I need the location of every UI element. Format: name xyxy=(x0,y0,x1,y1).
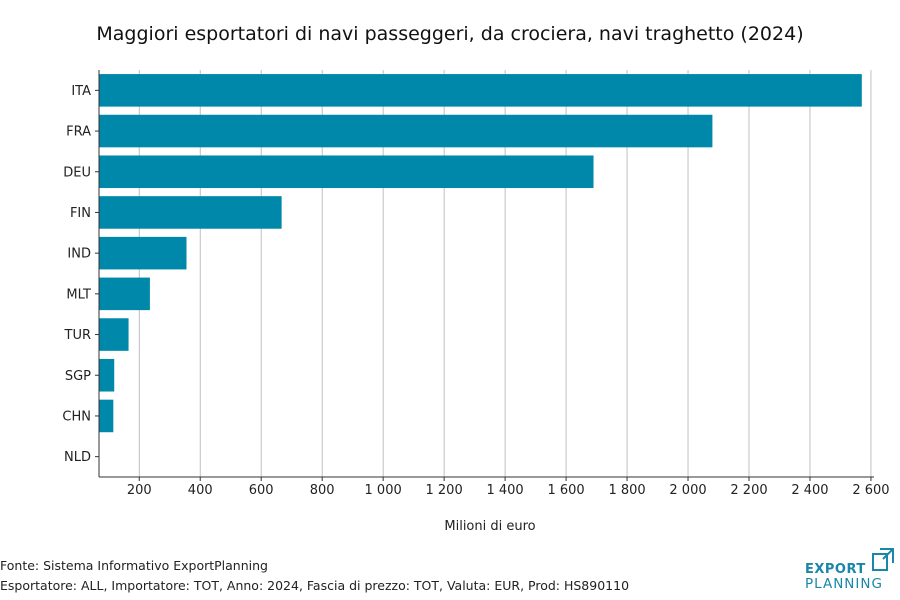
y-tick-label: DEU xyxy=(63,165,91,180)
logo-mark-icon xyxy=(872,548,894,571)
bar-fin xyxy=(99,196,282,229)
x-tick-label: 400 xyxy=(188,483,213,498)
parameters-note: Esportatore: ALL, Importatore: TOT, Anno… xyxy=(0,578,630,593)
x-tick-label: 1 400 xyxy=(486,483,523,498)
x-axis-title: Milioni di euro xyxy=(444,519,535,534)
axes: 200 400 600 800 1 000 1 200 1 400 1 600 1 800 2 0… xyxy=(62,70,890,498)
x-tick-label: 600 xyxy=(249,483,274,498)
bar-deu xyxy=(99,155,594,189)
y-tick-label: TUR xyxy=(64,328,92,343)
logo-text-planning: PLANNING xyxy=(805,576,883,592)
x-tick-label: 200 xyxy=(127,483,152,498)
bar-chn xyxy=(99,399,114,433)
bar-ita xyxy=(99,74,862,107)
x-tick-label: 1 000 xyxy=(365,483,402,498)
bar-sgp xyxy=(99,358,115,392)
y-tick-label: ITA xyxy=(71,84,91,99)
bar-fra xyxy=(99,114,713,148)
y-tick-label: SGP xyxy=(65,369,91,384)
y-tick-label: IND xyxy=(67,247,91,262)
bars xyxy=(99,74,862,433)
x-tick-label: 2 200 xyxy=(730,483,767,498)
y-tick-label: FIN xyxy=(70,206,91,221)
bar-ind xyxy=(99,236,187,270)
bar-chart: Maggiori esportatori di navi passeggeri,… xyxy=(62,23,890,534)
x-tick-label: 2 600 xyxy=(852,483,889,498)
y-tick-label: MLT xyxy=(66,287,91,302)
bar-mlt xyxy=(99,277,150,311)
chart-title: Maggiori esportatori di navi passeggeri,… xyxy=(96,23,803,45)
x-tick-label: 1 800 xyxy=(608,483,645,498)
y-tick-label: CHN xyxy=(62,409,91,424)
exportplanning-logo: EXPORT PLANNING xyxy=(805,548,895,594)
x-tick-label: 2 000 xyxy=(669,483,706,498)
x-tick-label: 2 400 xyxy=(791,483,828,498)
y-tick-label: FRA xyxy=(66,125,91,140)
x-tick-label: 800 xyxy=(310,483,335,498)
y-tick-label: NLD xyxy=(64,450,91,465)
x-tick-label: 1 200 xyxy=(426,483,463,498)
logo-text-export: EXPORT xyxy=(805,562,866,577)
x-tick-label: 1 600 xyxy=(547,483,584,498)
bar-tur xyxy=(99,318,129,351)
source-note: Fonte: Sistema Informativo ExportPlannin… xyxy=(0,558,268,573)
